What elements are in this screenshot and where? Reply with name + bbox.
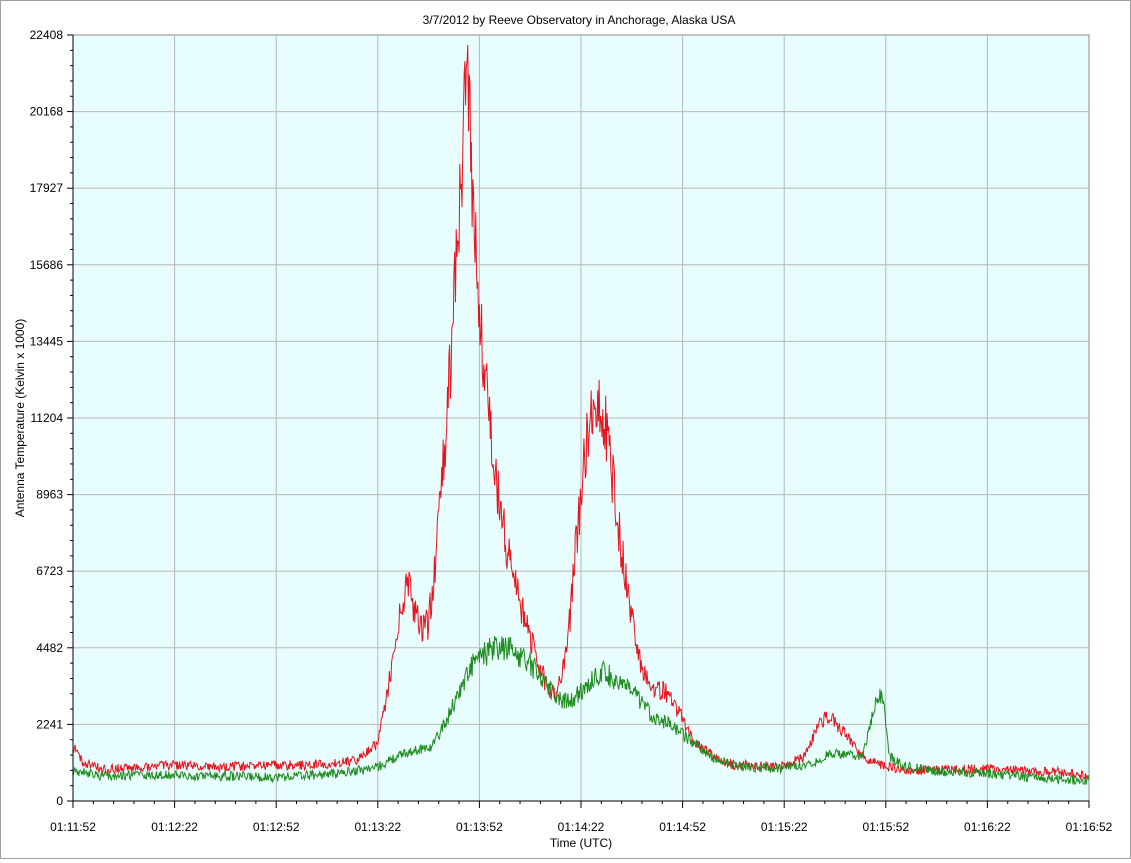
x-tick-label: 01:12:52 <box>253 820 300 834</box>
x-tick-label: 01:14:52 <box>659 820 706 834</box>
x-tick-label: 01:16:22 <box>964 820 1011 834</box>
y-tick-label: 6723 <box>36 564 63 578</box>
series-layer <box>72 44 1090 785</box>
chart-title: 3/7/2012 by Reeve Observatory in Anchora… <box>423 13 736 27</box>
x-tick-label: 01:16:52 <box>1066 820 1113 834</box>
y-tick-label: 17927 <box>30 181 64 195</box>
x-tick-label: 01:13:22 <box>354 820 401 834</box>
y-axis: 0 2241 4482 6723 8963 11204 13445 15686 17927 201… <box>30 28 74 808</box>
y-tick-label: 2241 <box>36 717 63 731</box>
x-tick-label: 01:15:52 <box>862 820 909 834</box>
y-tick-label: 11204 <box>31 411 64 425</box>
x-tick-label: 01:11:52 <box>50 820 96 834</box>
x-tick-label: 01:12:22 <box>151 820 198 834</box>
x-tick-label: 01:15:22 <box>761 820 808 834</box>
x-tick-label: 01:14:22 <box>558 820 605 834</box>
y-tick-label: 20168 <box>30 105 64 119</box>
series-line-1 <box>72 44 1090 780</box>
y-tick-label: 4482 <box>36 641 63 655</box>
grid <box>73 35 1089 801</box>
y-tick-label: 0 <box>56 794 63 808</box>
y-tick-label: 22408 <box>30 28 64 42</box>
series-line-2 <box>72 636 1090 785</box>
x-tick-label: 01:13:52 <box>456 820 503 834</box>
x-axis: 01:11:52 01:12:22 01:12:52 01:13:22 01:13:52… <box>50 800 1113 834</box>
y-tick-label: 8963 <box>36 488 63 502</box>
y-tick-label: 13445 <box>30 334 64 348</box>
x-axis-label: Time (UTC) <box>550 836 612 850</box>
y-tick-label: 15686 <box>30 258 64 272</box>
y-axis-label: Antenna Temperature (Kelvin x 1000) <box>13 319 27 518</box>
